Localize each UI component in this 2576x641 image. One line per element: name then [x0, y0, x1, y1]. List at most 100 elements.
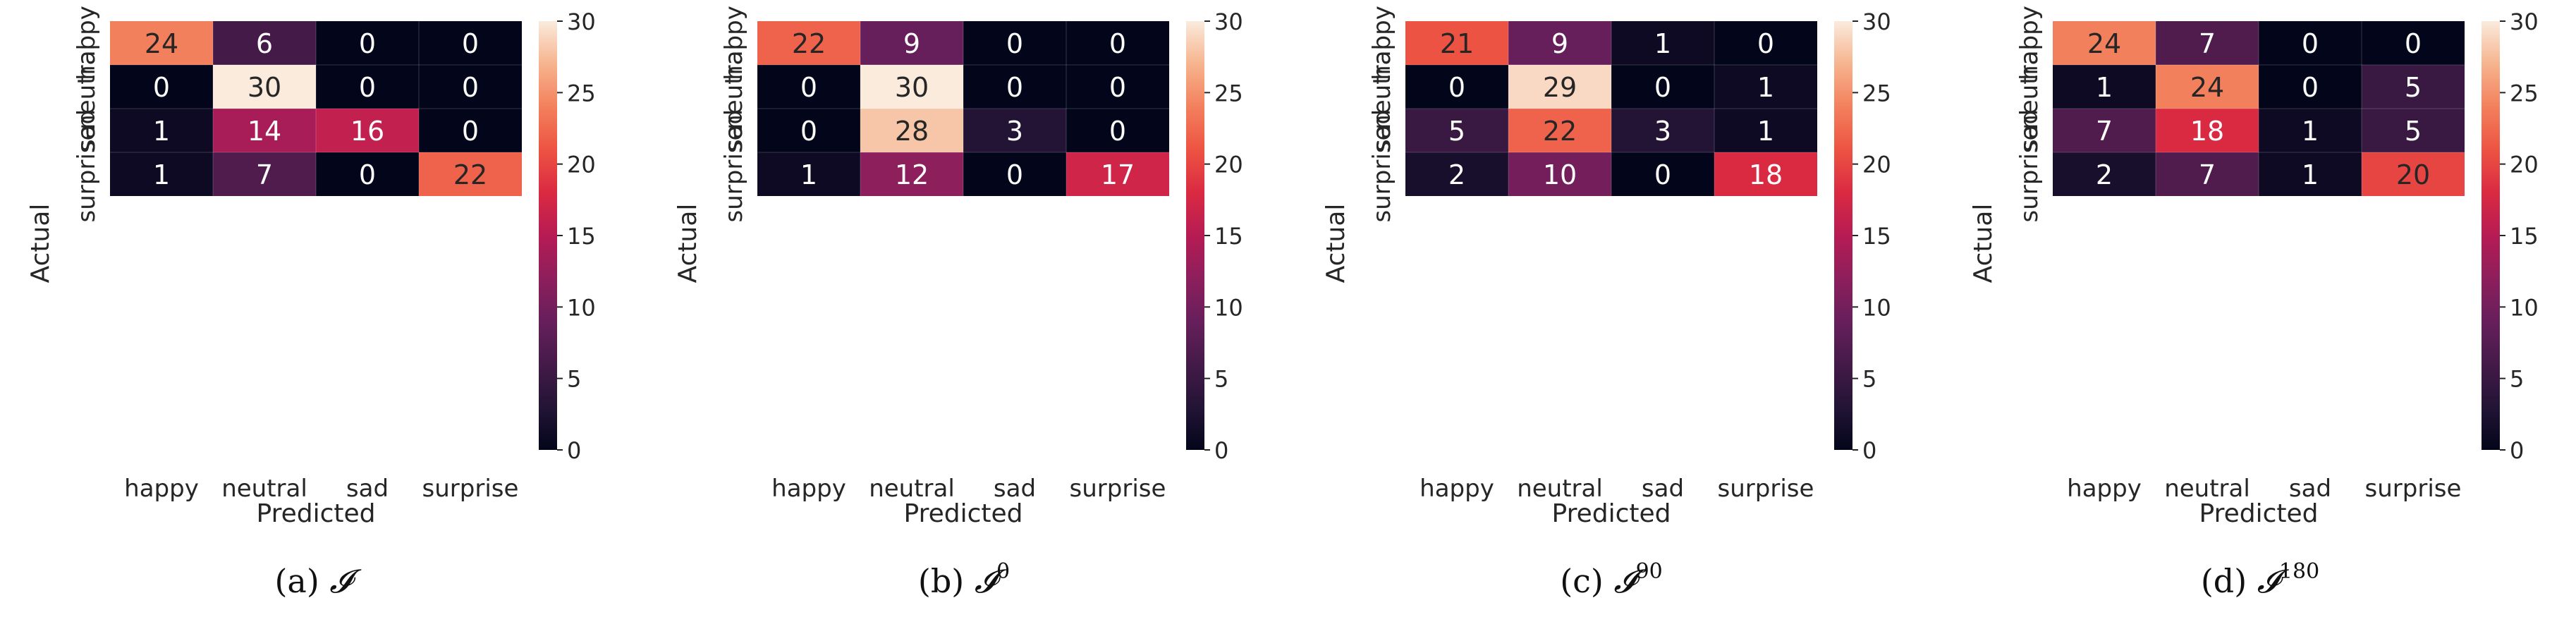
- cell-value-label: 0: [462, 116, 479, 147]
- cell-value-label: 9: [903, 28, 920, 59]
- heatmap-cell: [1405, 65, 1508, 109]
- x-tick-label: surprise: [2365, 475, 2462, 503]
- x-tick-label: surprise: [1070, 475, 1166, 503]
- colorbar-tick-label: 15: [2510, 223, 2539, 250]
- colorbar-tick-label: 30: [2510, 8, 2539, 35]
- x-tick-label: surprise: [422, 475, 519, 503]
- cell-value-label: 0: [1654, 159, 1671, 190]
- colorbar-tick-label: 15: [1214, 223, 1243, 250]
- colorbar: [2482, 21, 2500, 450]
- x-tick-label: sad: [346, 475, 389, 503]
- colorbar-tick-label: 5: [567, 366, 581, 393]
- x-axis-label: Predicted: [904, 499, 1023, 528]
- y-tick-label: surprise: [2015, 126, 2044, 223]
- colorbar-tick-label: 15: [567, 223, 596, 250]
- cell-value-label: 9: [1551, 28, 1568, 59]
- heatmap-cell: [2259, 152, 2362, 196]
- cell-value-label: 10: [1543, 159, 1577, 190]
- heatmap-cell: [757, 21, 860, 65]
- heatmap-cell: [2156, 109, 2259, 152]
- cell-value-label: 18: [1749, 159, 1783, 190]
- colorbar-tick-label: 25: [1862, 80, 1891, 106]
- caption-letter: (c): [1560, 562, 1613, 600]
- x-tick-label: sad: [2289, 475, 2331, 503]
- heatmap-cell: [2362, 109, 2465, 152]
- cell-value-label: 0: [462, 28, 479, 59]
- y-tick-label: happy: [2015, 6, 2044, 80]
- heatmap-cell: [2053, 65, 2156, 109]
- colorbar-tick-label: 25: [567, 80, 596, 106]
- cell-value-label: 1: [1757, 116, 1774, 147]
- y-axis-label: Actual: [673, 204, 702, 283]
- heatmap-cell: [1611, 21, 1714, 65]
- cell-value-label: 29: [1543, 72, 1577, 103]
- x-tick-label: sad: [1642, 475, 1684, 503]
- colorbar-tick-label: 20: [1862, 152, 1891, 178]
- caption-superscript: 0: [996, 559, 1010, 584]
- heatmap-cell: [963, 109, 1066, 152]
- heatmap-cell: [1714, 21, 1817, 65]
- colorbar-tick-label: 0: [567, 437, 581, 464]
- cell-value-label: 12: [895, 159, 929, 190]
- cell-value-label: 22: [1543, 116, 1577, 147]
- cell-value-label: 0: [1109, 72, 1126, 103]
- colorbar-tick-label: 20: [1214, 152, 1243, 178]
- heatmap-cell: [110, 21, 213, 65]
- heatmap-cell: [860, 21, 963, 65]
- heatmap-cell: [2053, 21, 2156, 65]
- colorbar-tick-label: 10: [1214, 294, 1243, 321]
- cell-value-label: 16: [350, 116, 384, 147]
- cell-value-label: 0: [359, 159, 376, 190]
- cell-value-label: 0: [2405, 28, 2422, 59]
- colorbar-tick-label: 5: [1214, 366, 1228, 393]
- colorbar: [539, 21, 557, 450]
- heatmap-cell: [757, 109, 860, 152]
- cell-value-label: 0: [1109, 28, 1126, 59]
- x-tick-label: neutral: [1517, 475, 1603, 503]
- y-axis-label: Actual: [1969, 204, 1998, 283]
- heatmap-cell: [316, 109, 419, 152]
- panel-caption: (a) 𝓘: [274, 562, 362, 600]
- heatmap-cell: [213, 152, 316, 196]
- caption-letter: (a): [274, 562, 329, 600]
- y-tick-label: happy: [1368, 6, 1396, 80]
- cell-value-label: 20: [2396, 159, 2430, 190]
- heatmap-cell: [757, 152, 860, 196]
- cell-value-label: 24: [145, 28, 178, 59]
- heatmap-cell: [419, 109, 522, 152]
- cell-value-label: 1: [2096, 72, 2113, 103]
- x-tick-label: neutral: [221, 475, 307, 503]
- cell-value-label: 1: [2302, 116, 2319, 147]
- cell-value-label: 21: [1440, 28, 1474, 59]
- cell-value-label: 5: [2405, 116, 2422, 147]
- cell-value-label: 0: [2302, 72, 2319, 103]
- cell-value-label: 30: [248, 72, 281, 103]
- y-tick-label: surprise: [720, 126, 748, 223]
- cell-value-label: 2: [2096, 159, 2113, 190]
- y-axis-label: Actual: [26, 204, 55, 283]
- y-tick-label: neutral: [73, 44, 101, 130]
- cell-value-label: 5: [1448, 116, 1465, 147]
- colorbar-tick-label: 10: [1862, 294, 1891, 321]
- heatmap-cell: [860, 152, 963, 196]
- colorbar-tick-label: 30: [567, 8, 596, 35]
- heatmap-cell: [1066, 152, 1169, 196]
- panel-caption: (d) 𝓘180: [2201, 559, 2319, 600]
- colorbar-tick-label: 20: [2510, 152, 2539, 178]
- x-tick-label: happy: [2067, 475, 2142, 503]
- colorbar-tick-label: 25: [2510, 80, 2539, 106]
- colorbar: [1186, 21, 1204, 450]
- colorbar-tick-label: 0: [1214, 437, 1228, 464]
- x-tick-label: happy: [124, 475, 199, 503]
- colorbar-tick-label: 5: [1862, 366, 1876, 393]
- heatmap-cell: [2259, 109, 2362, 152]
- y-tick-label: sad: [2015, 109, 2044, 152]
- cell-value-label: 14: [248, 116, 281, 147]
- cell-value-label: 1: [1757, 72, 1774, 103]
- heatmap-cell: [2156, 152, 2259, 196]
- caption-letter: (b): [918, 562, 975, 600]
